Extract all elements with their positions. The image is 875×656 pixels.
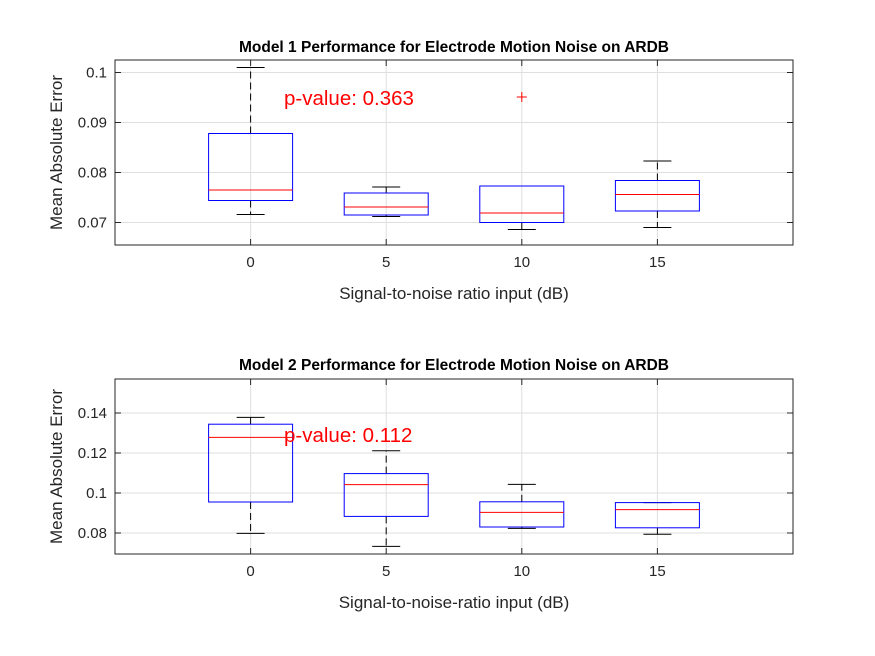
- subplot-model-2: 0 5 10 15 0.08 0.1 0.12 0.14 Model 2 Performanc…: [47, 357, 794, 612]
- y-tick-label: 0.08: [78, 165, 107, 182]
- x-axis-label: Signal-to-noise ratio input (dB): [339, 284, 569, 303]
- outlier-marker: [516, 92, 527, 102]
- p-value-annotation: p-value: 0.363: [284, 87, 414, 110]
- box-plots: [208, 416, 700, 547]
- box-iqr: [479, 185, 565, 223]
- y-tick-label: 0.1: [86, 65, 107, 82]
- y-tick-label: 0.08: [78, 525, 107, 542]
- box-10: [479, 483, 565, 529]
- box-5: [343, 450, 429, 547]
- tick-marks: [115, 379, 793, 554]
- tick-labels: 0 5 10 15 0.08 0.1 0.12 0.14: [78, 405, 666, 580]
- tick-labels: 0 5 10 15 0.07 0.08 0.09 0.1: [78, 65, 666, 272]
- x-tick-label: 5: [382, 254, 390, 271]
- x-tick-label: 15: [649, 563, 666, 580]
- x-tick-label: 0: [246, 563, 254, 580]
- x-tick-label: 5: [382, 563, 390, 580]
- y-tick-label: 0.12: [78, 445, 107, 462]
- box-10: [479, 92, 565, 230]
- box-0: [208, 67, 294, 215]
- x-axis-label: Signal-to-noise-ratio input (dB): [339, 593, 570, 612]
- box-5: [343, 186, 429, 217]
- box-iqr: [343, 473, 429, 517]
- box-iqr: [343, 192, 429, 216]
- box-iqr: [208, 133, 294, 201]
- y-tick-label: 0.07: [78, 215, 107, 232]
- box-15: [614, 160, 700, 228]
- box-0: [208, 416, 294, 534]
- p-value-annotation: p-value: 0.112: [284, 424, 412, 447]
- grid-lines: [115, 60, 793, 245]
- axes-frame: [114, 378, 794, 555]
- box-iqr: [614, 502, 700, 529]
- box-15: [614, 502, 700, 535]
- box-plots: [208, 67, 700, 230]
- y-axis-label: Mean Absolute Error: [47, 389, 66, 544]
- box-iqr: [614, 180, 700, 212]
- box-iqr: [479, 501, 565, 528]
- x-tick-label: 10: [513, 563, 530, 580]
- x-tick-label: 0: [246, 254, 254, 271]
- y-tick-label: 0.14: [78, 405, 107, 422]
- y-axis-label: Mean Absolute Error: [47, 75, 66, 230]
- x-tick-label: 15: [649, 254, 666, 271]
- chart-title: Model 2 Performance for Electrode Motion…: [239, 357, 669, 374]
- y-tick-label: 0.09: [78, 115, 107, 132]
- box-iqr: [208, 423, 294, 503]
- tick-marks: [115, 60, 793, 245]
- chart-title: Model 1 Performance for Electrode Motion…: [239, 39, 669, 56]
- y-tick-label: 0.1: [86, 485, 107, 502]
- subplot-model-1: 0 5 10 15 0.07 0.08 0.09 0.1 Model 1 Performanc…: [47, 39, 794, 303]
- axes-frame: [114, 59, 794, 246]
- x-tick-label: 10: [513, 254, 530, 271]
- grid-lines: [115, 379, 793, 554]
